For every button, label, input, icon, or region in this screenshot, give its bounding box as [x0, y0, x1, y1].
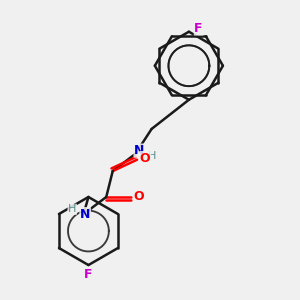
Text: H: H	[148, 151, 157, 160]
Text: N: N	[80, 208, 90, 221]
Text: O: O	[140, 152, 151, 165]
Text: O: O	[133, 190, 144, 203]
Text: H: H	[68, 204, 76, 214]
Text: F: F	[84, 268, 93, 281]
Text: F: F	[194, 22, 203, 35]
Text: N: N	[134, 144, 145, 157]
